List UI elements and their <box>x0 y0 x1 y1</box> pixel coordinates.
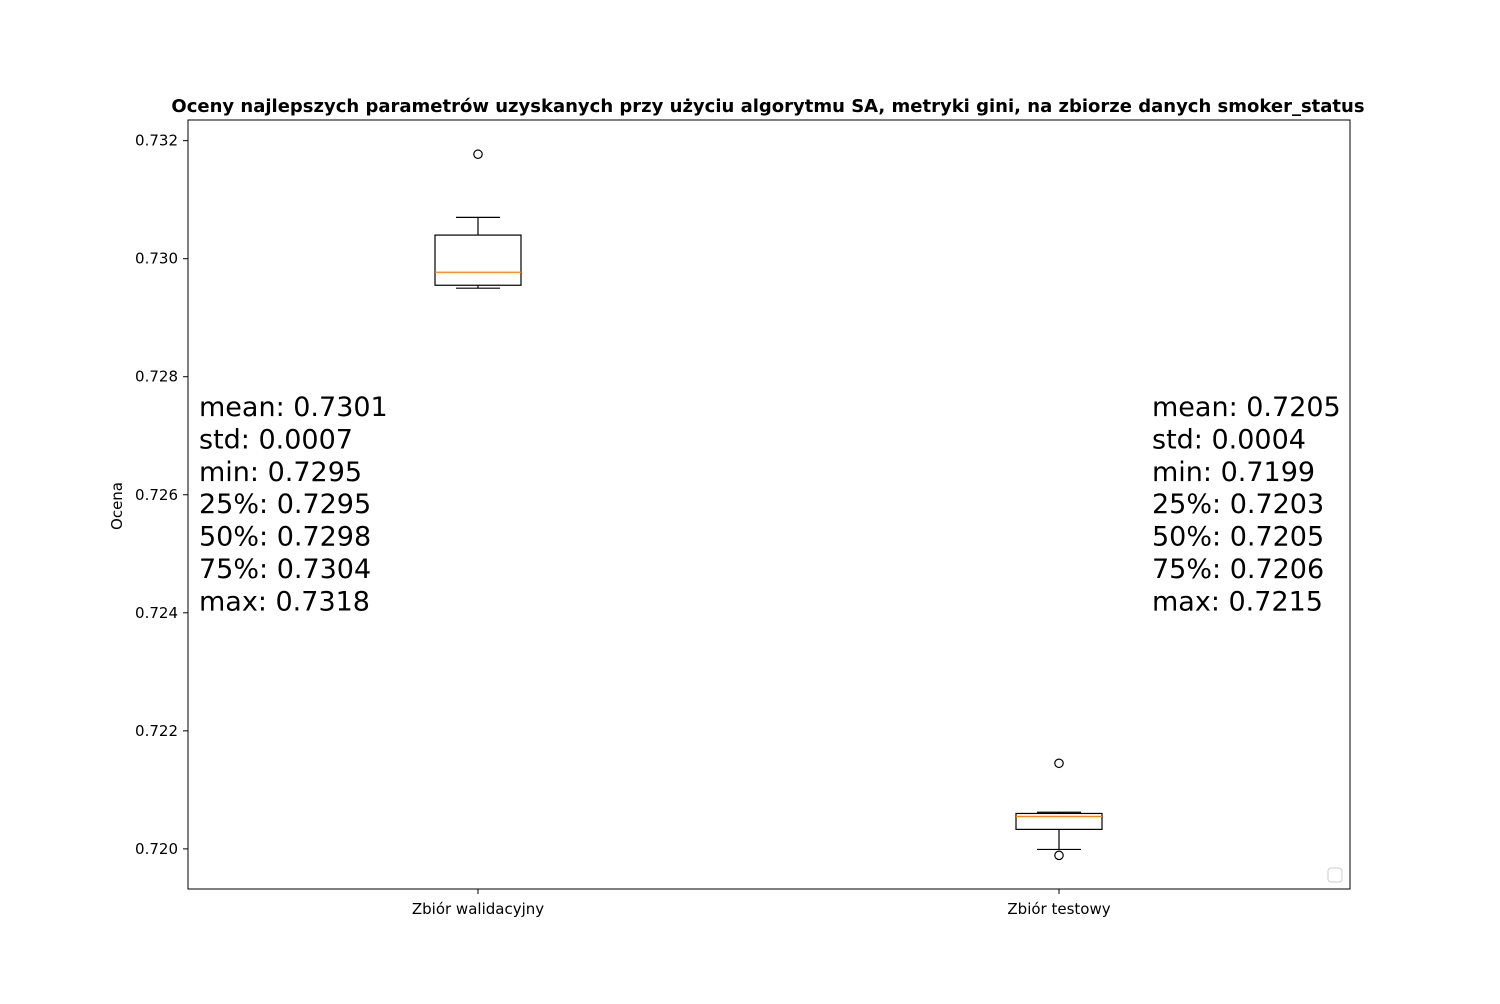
x-tick-label: Zbiór walidacyjny <box>412 900 544 918</box>
outlier-point <box>1054 850 1064 861</box>
stats-annotation-line: 75%: 0.7206 <box>1152 554 1324 585</box>
stats-annotation-line: 75%: 0.7304 <box>199 554 371 585</box>
stats-annotation-line: min: 0.7295 <box>199 457 362 488</box>
box-iqr <box>1015 812 1103 830</box>
plot-area: 0.720 0.722 0.724 0.726 0.728 0.730 0.732 Zbiór… <box>135 119 1351 918</box>
stats-annotation-line: 25%: 0.7203 <box>1152 489 1324 520</box>
stats-annotation-line: mean: 0.7301 <box>199 392 388 423</box>
y-tick-label: 0.722 <box>135 722 178 740</box>
outlier-point <box>473 149 483 160</box>
y-tick-label: 0.728 <box>135 368 178 386</box>
stats-annotation-line: 25%: 0.7295 <box>199 489 371 520</box>
stats-annotation-line: std: 0.0004 <box>1152 424 1306 455</box>
x-tick-label: Zbiór testowy <box>1007 900 1110 918</box>
stats-annotation-line: mean: 0.7205 <box>1152 392 1341 423</box>
stats-annotation-line: max: 0.7318 <box>199 586 370 617</box>
chart-title: Oceny najlepszych parametrów uzyskanych … <box>171 96 1364 117</box>
y-tick-label: 0.720 <box>135 840 178 858</box>
stats-annotation-line: min: 0.7199 <box>1152 457 1315 488</box>
y-tick-label: 0.726 <box>135 486 178 504</box>
y-tick-label: 0.730 <box>135 250 178 268</box>
y-axis-label: Ocena <box>108 482 126 530</box>
y-tick-label: 0.724 <box>135 604 178 622</box>
outlier-point <box>1054 758 1064 769</box>
axes-frame <box>187 119 1351 890</box>
stats-annotation-line: 50%: 0.7205 <box>1152 522 1324 553</box>
stats-annotation-line: std: 0.0007 <box>199 424 353 455</box>
stats-annotation-line: 50%: 0.7298 <box>199 522 371 553</box>
box-iqr <box>434 234 522 286</box>
legend-box <box>1327 867 1343 883</box>
y-tick-label: 0.732 <box>135 132 178 150</box>
stats-annotation-line: max: 0.7215 <box>1152 586 1323 617</box>
